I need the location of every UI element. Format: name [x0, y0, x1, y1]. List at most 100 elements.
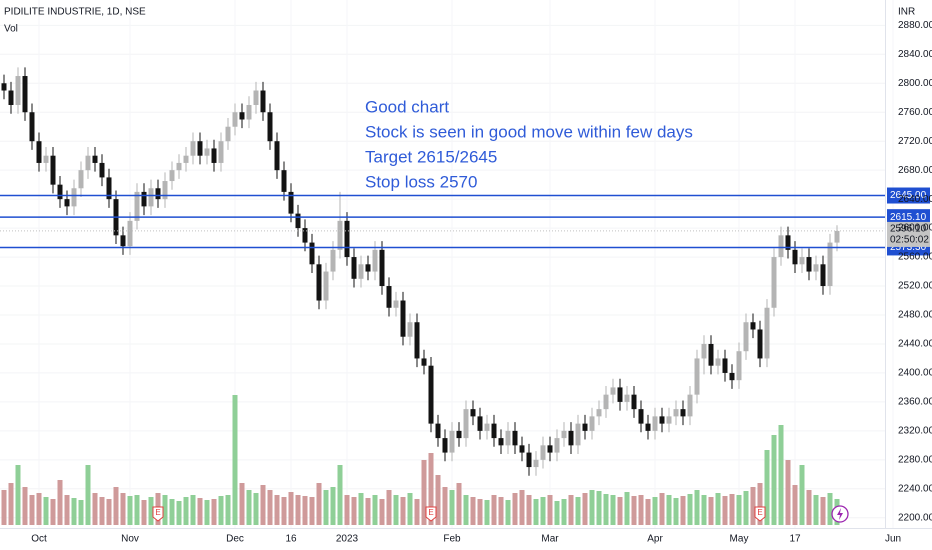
- volume-bar: [99, 497, 105, 525]
- volume-bar: [316, 483, 322, 525]
- candle-body: [435, 423, 441, 439]
- candle-body: [141, 191, 147, 207]
- volume-bar: [43, 497, 49, 525]
- candle-body: [785, 235, 791, 250]
- y-tick-label: 2720.00: [898, 136, 932, 147]
- volume-bar: [505, 500, 511, 525]
- x-tick-label: 2023: [336, 534, 359, 545]
- candle-body: [239, 112, 245, 120]
- candle-body: [715, 358, 721, 366]
- indicator-label: Vol: [4, 24, 18, 35]
- volume-bar: [680, 496, 686, 525]
- candle-body: [547, 445, 553, 453]
- candle-body: [288, 191, 294, 214]
- volume-bar: [652, 497, 658, 525]
- countdown: 02:50:02: [890, 235, 929, 246]
- candle-body: [610, 387, 616, 395]
- candle-body: [827, 242, 833, 287]
- candle-body: [281, 170, 287, 192]
- candle-body: [806, 257, 812, 272]
- y-tick-label: 2600.00: [898, 223, 932, 234]
- volume-pane: [1, 395, 840, 525]
- y-tick-label: 2480.00: [898, 310, 932, 321]
- candle-body: [372, 249, 378, 272]
- volume-bar: [225, 495, 231, 525]
- volume-bar: [71, 498, 77, 525]
- annotation-line: Good chart: [365, 97, 449, 116]
- candle-body: [225, 126, 231, 142]
- volume-bar: [813, 495, 819, 525]
- volume-bar: [806, 490, 812, 525]
- earnings-marker[interactable]: [754, 506, 766, 522]
- y-tick-label: 2800.00: [898, 78, 932, 89]
- volume-bar: [85, 465, 91, 525]
- candle-body: [8, 90, 14, 105]
- y-tick-label: 2760.00: [898, 107, 932, 118]
- earnings-marker[interactable]: [152, 506, 164, 522]
- volume-bar: [393, 495, 399, 525]
- candle-body: [512, 430, 518, 446]
- volume-bar: [428, 453, 434, 525]
- volume-bar: [582, 493, 588, 525]
- volume-bar: [491, 495, 497, 525]
- last-price-box: [887, 221, 930, 247]
- volume-bar: [197, 498, 203, 525]
- candle-body: [351, 257, 357, 279]
- candle-body: [645, 423, 651, 431]
- lightning: [837, 508, 843, 520]
- volume-bar: [568, 495, 574, 525]
- volume-bar: [589, 490, 595, 525]
- volume-bar: [778, 425, 784, 525]
- x-tick-label: Nov: [121, 534, 139, 545]
- candle-body: [491, 423, 497, 439]
- candle-body: [218, 141, 224, 163]
- candle-body: [379, 249, 385, 287]
- x-tick-label: Dec: [226, 534, 244, 545]
- volume-bar: [638, 495, 644, 525]
- candle-body: [673, 409, 679, 417]
- candle-body: [302, 228, 308, 243]
- earnings-marker[interactable]: [425, 506, 437, 522]
- volume-bar: [512, 493, 518, 525]
- volume-bar: [631, 496, 637, 525]
- volume-bar: [176, 501, 182, 525]
- annotation-line: Stock is seen in good move within few da…: [365, 122, 693, 141]
- candle-body: [463, 409, 469, 439]
- volume-bar: [799, 465, 805, 525]
- candle-body: [533, 459, 539, 468]
- volume-bar: [113, 487, 119, 525]
- candle-body: [337, 220, 343, 250]
- candle-body: [589, 416, 595, 431]
- candle-body: [561, 430, 567, 439]
- volume-bar: [540, 497, 546, 525]
- candle-body: [204, 148, 210, 156]
- earnings-label: E: [428, 508, 433, 517]
- annotation: Good chart Stock is seen in good move wit…: [365, 97, 693, 191]
- y-tick-label: 2400.00: [898, 368, 932, 379]
- volume-bar: [365, 498, 371, 525]
- candle-body: [127, 220, 133, 247]
- candle-body: [386, 286, 392, 308]
- candle-body: [267, 112, 273, 142]
- candle-body: [778, 235, 784, 258]
- x-tick-label: Apr: [647, 534, 663, 545]
- candle-body: [820, 264, 826, 287]
- candle-body: [799, 257, 805, 265]
- candle-body: [295, 213, 301, 229]
- candle-body: [71, 188, 77, 207]
- volume-bar: [561, 499, 567, 525]
- volume-bar: [400, 497, 406, 525]
- volume-bar: [29, 495, 35, 525]
- candle-body: [43, 155, 49, 163]
- volume-bar: [666, 495, 672, 525]
- volume-bar: [302, 496, 308, 525]
- x-tick-label: May: [730, 534, 749, 545]
- candle-body: [582, 423, 588, 431]
- candle-body: [414, 322, 420, 359]
- y-tick-label: 2200.00: [898, 512, 932, 523]
- candle-body: [78, 170, 84, 189]
- volume-bar: [358, 493, 364, 525]
- earnings-label: E: [757, 508, 762, 517]
- volume-bar: [190, 495, 196, 525]
- volume-bar: [253, 493, 259, 525]
